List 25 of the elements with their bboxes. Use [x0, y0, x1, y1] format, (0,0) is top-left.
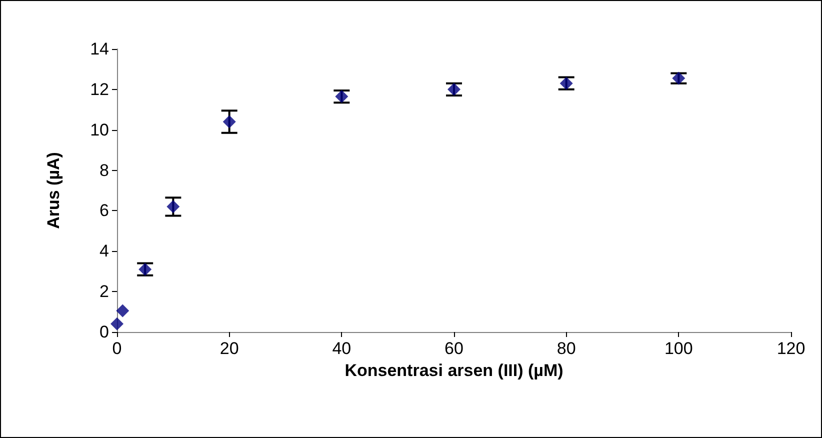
point: [166, 200, 180, 214]
x-tick-label: 120: [776, 339, 806, 358]
point: [672, 72, 686, 85]
x-tick-label: 20: [220, 339, 239, 358]
point: [138, 262, 152, 276]
y-axis-title: Arus (µA): [44, 152, 63, 229]
point: [448, 82, 460, 96]
y-tick-label: 8: [100, 160, 109, 180]
y-tick-label: 2: [100, 282, 109, 302]
y-tick-label: 0: [100, 322, 109, 342]
y-tick-label: 6: [100, 201, 109, 220]
point: [560, 76, 573, 90]
x-tick-label: 100: [664, 339, 693, 358]
x-tick-label: 60: [444, 339, 464, 358]
x-tick-label: 80: [556, 339, 576, 358]
x-tick-label: 40: [332, 339, 352, 358]
y-tick-label: 14: [90, 40, 109, 58]
x-axis-title: Konsentrasi arsen (III) (µM): [344, 361, 564, 380]
point: [110, 317, 124, 330]
point: [222, 115, 236, 128]
y-tick-label: 12: [90, 80, 109, 99]
y-tick-label: 4: [100, 242, 109, 261]
x-tick-label: 0: [112, 339, 122, 358]
point: [116, 304, 130, 318]
y-tick-label: 10: [90, 120, 109, 140]
